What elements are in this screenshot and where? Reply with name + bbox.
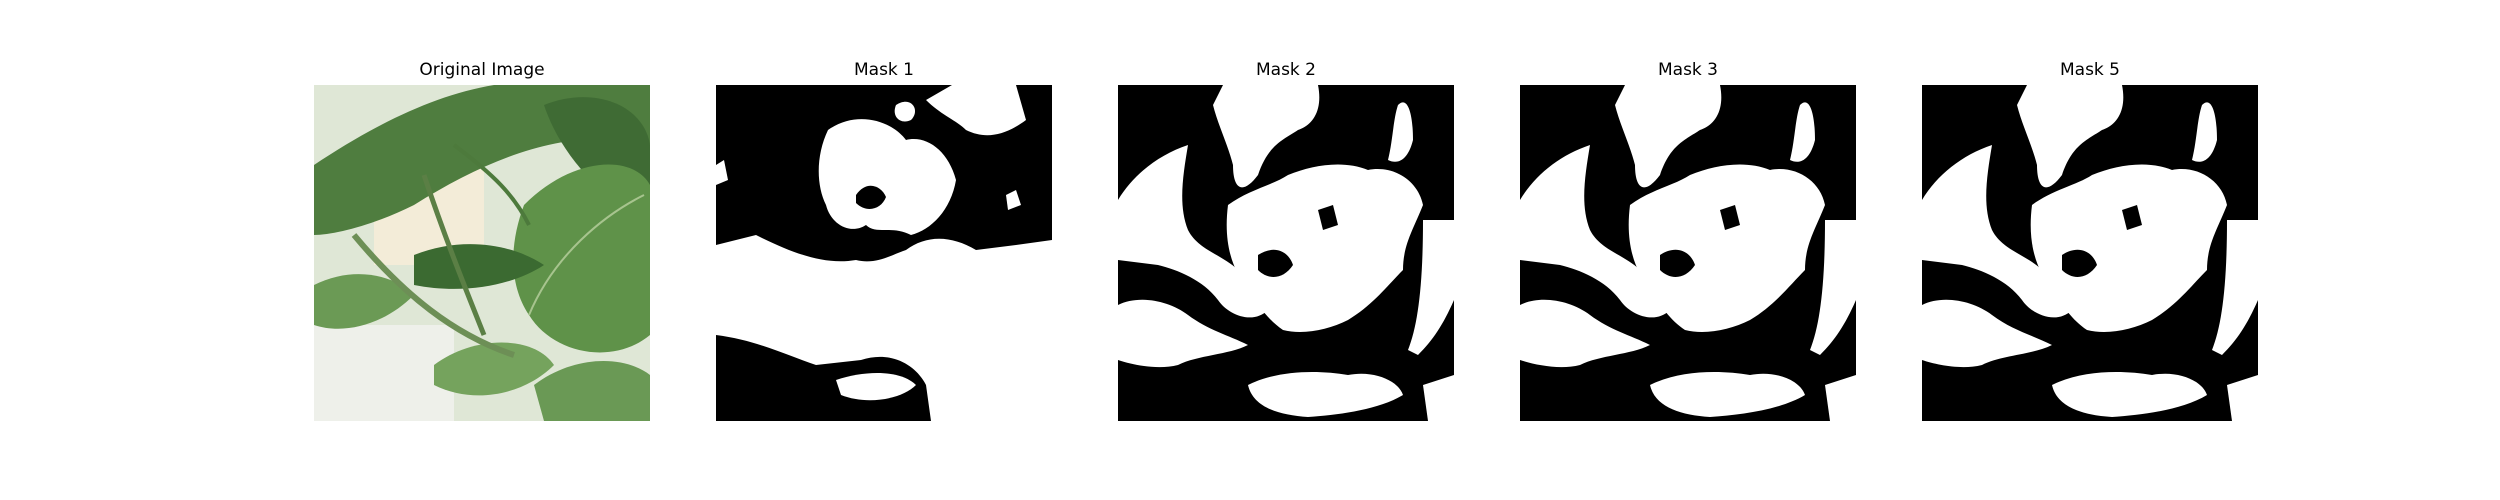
binary-mask-icon bbox=[1520, 85, 1856, 421]
panel-title-mask-2: Mask 2 bbox=[1255, 60, 1316, 80]
mask-1-image bbox=[716, 85, 1052, 421]
mask-2-image bbox=[1118, 85, 1454, 421]
binary-mask-icon bbox=[1922, 85, 2258, 421]
binary-mask-icon bbox=[716, 85, 1052, 421]
panel-title-mask-5: Mask 5 bbox=[2059, 60, 2120, 80]
binary-mask-icon bbox=[1118, 85, 1454, 421]
leaf-photo-icon bbox=[314, 85, 650, 421]
mask-5-image bbox=[1922, 85, 2258, 421]
mask-3-image bbox=[1520, 85, 1856, 421]
panel-title-mask-1: Mask 1 bbox=[853, 60, 914, 80]
panel-title-original: Original Image bbox=[419, 60, 545, 80]
original-image bbox=[314, 85, 650, 421]
panel-title-mask-3: Mask 3 bbox=[1657, 60, 1718, 80]
